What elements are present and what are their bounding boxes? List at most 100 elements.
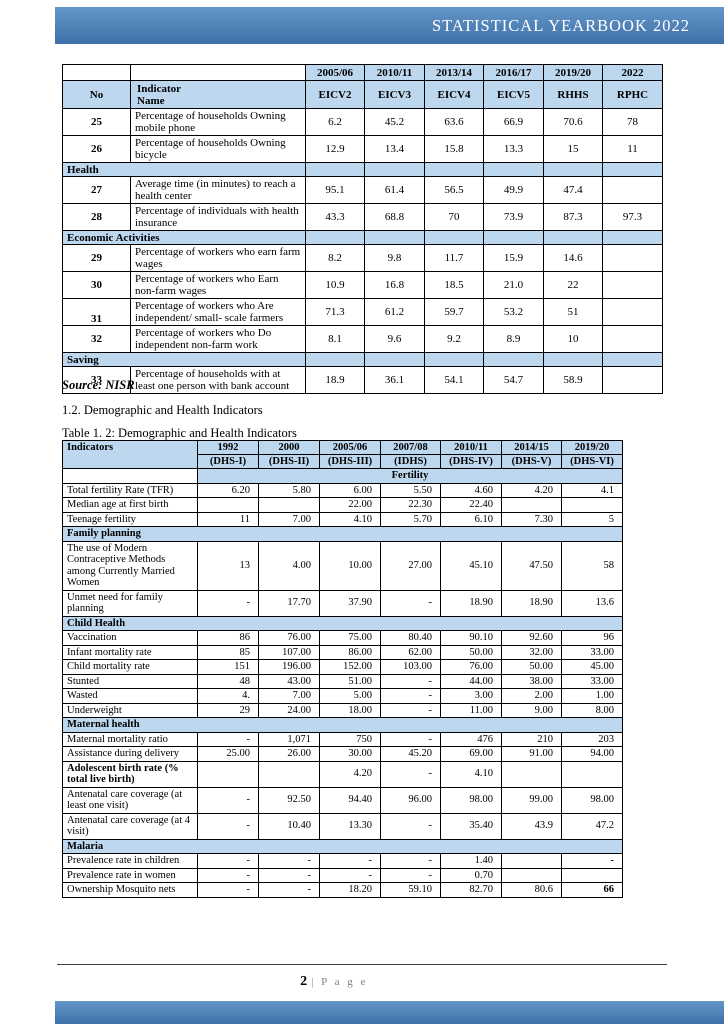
value-cell: 51.00 xyxy=(319,673,381,689)
dhs-header-cell: (DHS-VI) xyxy=(561,454,623,469)
value-cell: 196.00 xyxy=(258,659,320,675)
year-header-cell: 2010/11 xyxy=(364,64,425,81)
section-label-cell: Maternal health xyxy=(62,717,623,733)
value-cell: 56.5 xyxy=(424,176,484,204)
table-row: Assistance during delivery 25.00 26.00 30.0… xyxy=(62,746,623,762)
value-cell: 45.2 xyxy=(364,108,425,136)
section-filler-cell xyxy=(424,230,484,245)
value-cell: 95.1 xyxy=(305,176,365,204)
value-cell: - xyxy=(258,853,320,869)
value-cell: 91.00 xyxy=(501,746,562,762)
value-cell: 11 xyxy=(197,511,259,527)
value-cell: 36.1 xyxy=(364,366,425,394)
value-cell: - xyxy=(197,731,259,747)
section-heading: 1.2. Demographic and Health Indicators xyxy=(62,403,263,417)
indicator-cell: Prevalence rate in children xyxy=(62,853,198,869)
table2-survey-header-row: (DHS-I) (DHS-II) (DHS-III) (IDHS) (DHS-IV) (D… xyxy=(63,454,623,469)
value-cell: 70.6 xyxy=(543,108,603,136)
value-cell: 5.80 xyxy=(258,482,320,498)
value-cell: 1.00 xyxy=(561,688,623,704)
table2-body: Fertility Total fertility Rate (TFR) 6.20 5… xyxy=(62,468,623,898)
table-row: Teenage fertility 11 7.00 4.10 5.70 6.10 7.30 5 xyxy=(62,511,623,527)
value-cell: 99.00 xyxy=(501,786,562,814)
value-cell: 5.50 xyxy=(380,482,441,498)
value-cell: - xyxy=(258,882,320,898)
year-header-cell: 2005/06 xyxy=(319,440,381,455)
indicator-cell: Antenatal care coverage (at least one vi… xyxy=(62,786,198,814)
table-row: Total fertility Rate (TFR) 6.20 5.80 6.00 5.… xyxy=(62,482,623,498)
survey-header-cell: EICV3 xyxy=(364,80,425,109)
value-cell: 25.00 xyxy=(197,746,259,762)
value-cell: 9.2 xyxy=(424,325,484,353)
value-cell: 18.90 xyxy=(501,589,562,617)
value-cell: 51 xyxy=(543,298,603,326)
value-cell: - xyxy=(561,853,623,869)
table-row: Unmet need for family planning -17.70 37.9… xyxy=(62,589,623,617)
table-row: 32 Percentage of workers who Do independe… xyxy=(62,325,663,353)
value-cell: 13.3 xyxy=(483,135,544,163)
table-row: Infant mortality rate 85 107.00 86.00 62.00 5… xyxy=(62,644,623,660)
table2-caption: Table 1. 2: Demographic and Health Indic… xyxy=(62,426,297,440)
table-row: 29 Percentage of workers who earn farm wa… xyxy=(62,244,663,272)
section-label-cell: Malaria xyxy=(62,838,623,854)
indicator-cell: Antenatal care coverage (at 4 visit) xyxy=(62,812,198,840)
year-header-cell: 2005/06 xyxy=(305,64,365,81)
value-cell: - xyxy=(319,867,381,883)
year-header-cell: 1992 xyxy=(197,440,259,455)
value-cell xyxy=(197,497,259,513)
indicator-cell: Assistance during delivery xyxy=(62,746,198,762)
section-label-cell: Saving xyxy=(62,352,306,367)
value-cell: 45.00 xyxy=(561,659,623,675)
value-cell: 62.00 xyxy=(380,644,441,660)
indicator-cell: Infant mortality rate xyxy=(62,644,198,660)
value-cell xyxy=(501,867,562,883)
footer-rule xyxy=(57,964,667,965)
indicator-cell: Teenage fertility xyxy=(62,511,198,527)
indicators-column-header: Indicators xyxy=(62,440,198,469)
year-header-cell: 2014/15 xyxy=(501,440,562,455)
value-cell: - xyxy=(197,867,259,883)
value-cell: 94.40 xyxy=(319,786,381,814)
value-cell: 45.20 xyxy=(380,746,441,762)
section-row: Saving xyxy=(62,352,663,367)
section-filler-cell xyxy=(602,352,663,367)
indicator-cell: Underweight xyxy=(62,702,198,718)
indicator-cell: Child mortality rate xyxy=(62,659,198,675)
value-cell xyxy=(501,760,562,788)
value-cell: 78 xyxy=(602,108,663,136)
value-cell: 27.00 xyxy=(380,540,441,591)
value-cell: 4. xyxy=(197,688,259,704)
value-cell: - xyxy=(197,786,259,814)
indicator-cell: Percentage of workers who Are independen… xyxy=(130,298,306,326)
table-row: Antenatal care coverage (at 4 visit) -10.… xyxy=(62,812,623,840)
value-cell: 6.10 xyxy=(440,511,502,527)
table1-body: 25 Percentage of households Owning mobile… xyxy=(62,108,663,394)
indicator-cell: Adolescent birth rate (% total live birt… xyxy=(62,760,198,788)
survey-header-cell: EICV2 xyxy=(305,80,365,109)
value-cell: 18.9 xyxy=(305,366,365,394)
value-cell: 7.00 xyxy=(258,688,320,704)
indicator-cell: Total fertility Rate (TFR) xyxy=(62,482,198,498)
survey-header-cell: EICV5 xyxy=(483,80,544,109)
section-row: Health xyxy=(62,162,663,177)
value-cell: 8.00 xyxy=(561,702,623,718)
indicator-cell: Ownership Mosquito nets xyxy=(62,882,198,898)
value-cell: - xyxy=(380,867,441,883)
section-filler-cell xyxy=(424,162,484,177)
value-cell: 6.20 xyxy=(197,482,259,498)
indicator-cell: The use of Modern Contraceptive Methods … xyxy=(62,540,198,591)
indicator-cell: Vaccination xyxy=(62,630,198,646)
year-header-cell: 2013/14 xyxy=(424,64,484,81)
row-number-cell: 27 xyxy=(62,176,131,204)
value-cell: 33.00 xyxy=(561,644,623,660)
value-cell: 61.4 xyxy=(364,176,425,204)
value-cell: - xyxy=(197,853,259,869)
value-cell: 86 xyxy=(197,630,259,646)
value-cell: 6.00 xyxy=(319,482,381,498)
value-cell: 107.00 xyxy=(258,644,320,660)
dhs-header-cell: (DHS-II) xyxy=(258,454,320,469)
table-row: Prevalence rate in women - - - -0.70 xyxy=(62,867,623,883)
value-cell: - xyxy=(197,812,259,840)
section-filler-cell xyxy=(543,352,603,367)
